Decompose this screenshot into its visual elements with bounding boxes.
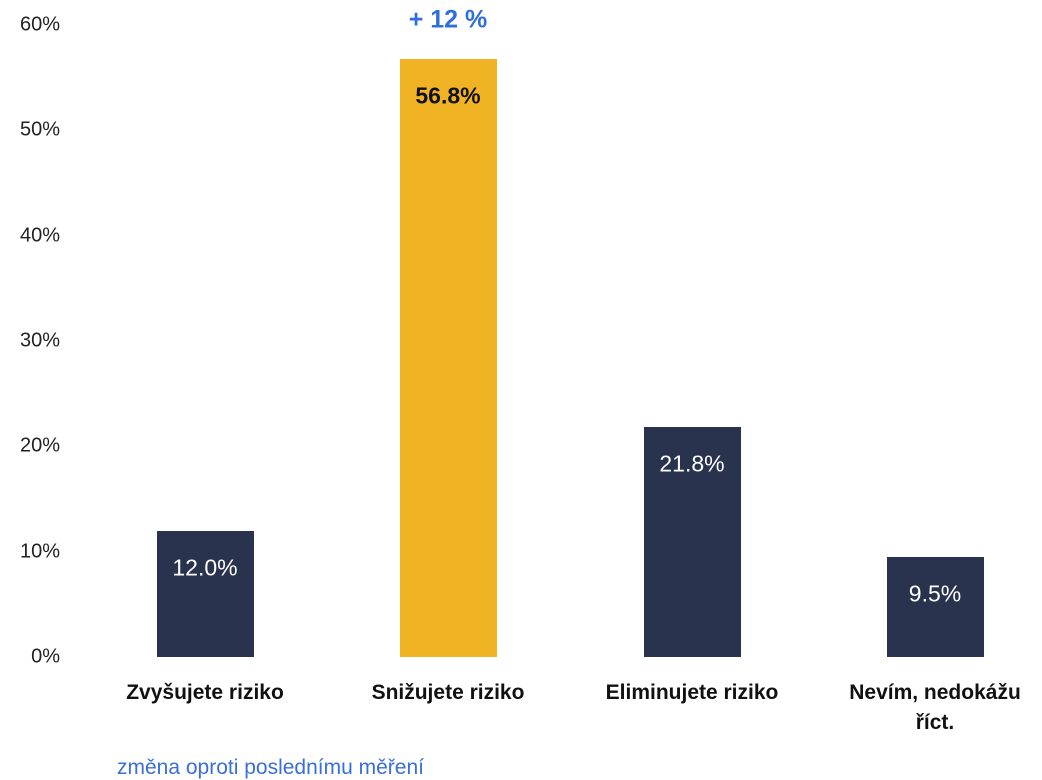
x-tick-label: Eliminujete riziko — [605, 681, 779, 704]
value-label: 56.8% — [415, 82, 481, 109]
x-tick-label: Nevím, nedokážu říct. — [849, 681, 1021, 734]
bar — [156, 530, 254, 657]
y-tick-label: 0% — [31, 645, 60, 668]
y-tick-label: 50% — [19, 118, 60, 141]
y-tick-label: 40% — [19, 224, 60, 247]
bar — [643, 427, 741, 657]
y-tick-label: 30% — [19, 329, 60, 352]
bar — [399, 58, 497, 657]
footnote: změna oproti poslednímu měření — [117, 756, 424, 779]
bar — [886, 556, 984, 657]
y-tick-label: 60% — [19, 13, 60, 36]
value-label: 9.5% — [908, 580, 962, 607]
annotation: + 12 % — [408, 5, 488, 34]
x-tick-label: Zvyšujete riziko — [126, 681, 284, 704]
value-label: 12.0% — [172, 554, 238, 581]
x-tick-label: Snižujete riziko — [371, 681, 525, 704]
value-label: 21.8% — [659, 450, 725, 477]
y-tick-label: 20% — [19, 434, 60, 457]
y-tick-label: 10% — [19, 540, 60, 563]
